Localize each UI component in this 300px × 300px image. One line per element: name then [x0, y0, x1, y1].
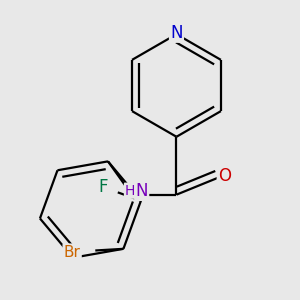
- Text: N: N: [136, 182, 148, 200]
- Text: Br: Br: [64, 244, 81, 260]
- Text: H: H: [125, 184, 135, 198]
- Text: O: O: [218, 167, 231, 185]
- Text: N: N: [170, 24, 183, 42]
- Text: F: F: [98, 178, 108, 196]
